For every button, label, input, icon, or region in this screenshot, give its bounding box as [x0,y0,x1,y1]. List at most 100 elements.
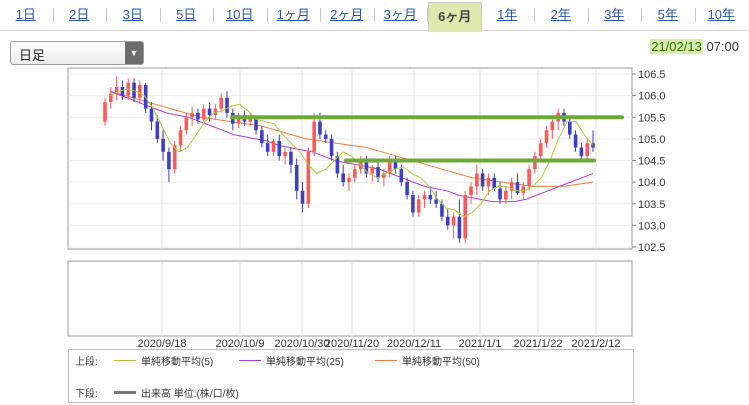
candle-body [109,93,113,103]
tab-1[interactable]: 2日 [69,7,90,22]
x-tick-label: 2020/12/11 [387,338,441,350]
last-updated-time: 07:00 [706,39,739,54]
candle-body [294,164,299,191]
y-tick-label: 102.5 [638,242,666,254]
candle-body [213,108,218,116]
candle-body [167,151,171,170]
period-select[interactable]: 日足 ▼ [10,41,144,65]
tab-5[interactable]: 1ヶ月 [276,7,310,22]
price-chart: 106.5 106.0 105.5 105.0 104.5 104.0 103.5 103.0… [67,67,666,350]
candle-body [120,86,125,96]
candle-body [248,117,253,122]
tab-separator [266,8,268,22]
candle-body [178,130,183,146]
candle-body [550,121,555,131]
tab-7[interactable]: 3ヶ月 [383,7,417,22]
candle-body [486,177,491,187]
chevron-down-icon[interactable]: ▼ [125,42,143,64]
tab-2[interactable]: 3日 [122,7,143,22]
candle-body [207,108,212,116]
candle-body [509,182,514,191]
y-tick-label: 106.5 [638,69,666,81]
tab-3[interactable]: 5日 [176,7,197,22]
y-tick-label: 105.5 [638,112,666,124]
candle-body [341,173,345,183]
legend-ma5-swatch [114,360,136,361]
tab-separator [159,8,161,22]
tab-4[interactable]: 10日 [226,7,254,22]
candle-body [196,112,200,120]
tab-6[interactable]: 2ヶ月 [330,7,364,22]
legend-ma25-swatch [239,360,261,361]
tab-separator [373,8,375,22]
candle-body [411,195,415,213]
period-select-value: 日足 [19,48,46,63]
candle-body [440,203,444,217]
candle-body [347,177,351,183]
tab-separator [641,8,642,22]
y-tick-label: 104.5 [638,156,666,168]
candle-body [579,147,584,157]
candle-body [149,108,154,122]
tab-separator [480,8,482,22]
tab-10[interactable]: 2年 [550,7,571,22]
tab-11[interactable]: 3年 [604,7,625,22]
x-tick-label: 2021/1/1 [459,338,502,350]
candle-body [312,121,316,152]
tab-separator [52,8,54,22]
tab-separator [213,8,214,22]
tab-0[interactable]: 1日 [15,7,36,22]
candle-body [318,121,322,135]
candle-body [504,190,508,200]
chart-legend: 上段: 単純移動平均(5) 単純移動平均(25) 単純移動平均(50) 下段: … [68,349,634,403]
candle-body [364,160,369,174]
candle-body [416,199,421,213]
candle-body [498,188,502,200]
candle-body [469,186,473,196]
candle-body [329,138,334,157]
candle-body [573,134,578,148]
legend-volume-swatch [114,391,136,394]
legend-ma50-swatch [375,360,397,361]
y-tick-label: 105.0 [638,134,666,146]
volume-plot-frame [67,260,633,337]
last-updated-date: 21/02/13 [650,39,703,54]
tab-9[interactable]: 1年 [497,7,518,22]
candle-body [370,166,375,174]
x-tick-label: 2021/1/22 [514,338,563,350]
tab-8[interactable]: 6ヶ月 [428,2,482,32]
candle-body [335,156,340,174]
candle-body [271,141,276,152]
candle-body [138,84,142,98]
candle-body [399,169,404,183]
candle-body [434,199,438,204]
candle-body [445,216,450,226]
x-tick-label: 2020/9/18 [138,338,187,350]
last-updated: 21/02/13 07:00 [650,39,739,54]
legend-ma50-label: 単純移動平均(50) [402,357,480,368]
candle-body [219,97,223,109]
candle-body [480,173,485,187]
y-tick-label: 106.0 [638,91,666,103]
candle-body [236,115,241,124]
candle-body [422,195,427,200]
x-tick-label: 2020/10/9 [216,338,265,350]
y-tick-label: 103.0 [638,220,666,232]
candle-body [155,121,160,139]
y-tick-label: 103.5 [638,199,666,211]
candle-body [254,117,258,131]
candle-body [172,145,177,170]
candle-body [492,177,497,189]
x-tick-label: 2020/11/20 [325,338,379,350]
candle-body [457,216,462,239]
tab-13[interactable]: 10年 [707,7,735,22]
candle-body [544,130,549,144]
legend-volume-label: 出来高 単位:(株/口/枚) [141,389,239,400]
ma25-line [109,90,594,203]
candle-body [265,143,270,152]
candle-body [376,166,380,178]
tab-12[interactable]: 5年 [657,7,678,22]
legend-ma25-label: 単純移動平均(25) [266,357,344,368]
legend-ma5-label: 単純移動平均(5) [141,357,214,368]
candle-body [201,108,206,120]
